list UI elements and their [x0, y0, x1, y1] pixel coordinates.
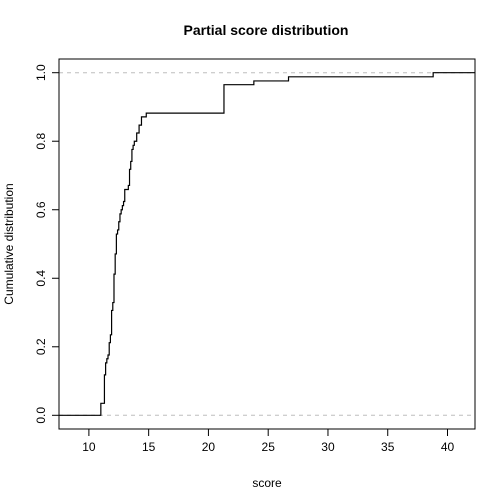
- y-tick-label: 0.0: [34, 407, 48, 424]
- x-tick-label: 15: [142, 440, 156, 454]
- y-tick-label: 0.2: [34, 338, 48, 355]
- ecdf-step-line: [59, 72, 475, 416]
- y-axis-label: Cumulative distribution: [2, 183, 16, 304]
- x-tick-label: 30: [321, 440, 335, 454]
- y-tick-label: 0.6: [34, 201, 48, 218]
- y-tick-label: 0.8: [34, 133, 48, 150]
- x-tick-label: 35: [381, 440, 395, 454]
- x-tick-label: 10: [82, 440, 96, 454]
- reference-lines: [59, 72, 475, 416]
- chart-title: Partial score distribution: [184, 22, 349, 38]
- x-tick-label: 20: [202, 440, 216, 454]
- x-tick-label: 40: [441, 440, 455, 454]
- x-tick-label: 25: [262, 440, 276, 454]
- y-tick-label: 0.4: [34, 270, 48, 287]
- y-axis: 0.0 0.2 0.4 0.6 0.8 1.0: [34, 64, 59, 424]
- y-tick-label: 1.0: [34, 64, 48, 81]
- x-axis: 10 15 20 25 30 35 40: [82, 429, 454, 454]
- x-axis-label: score: [252, 476, 282, 490]
- plot-frame: [58, 58, 476, 430]
